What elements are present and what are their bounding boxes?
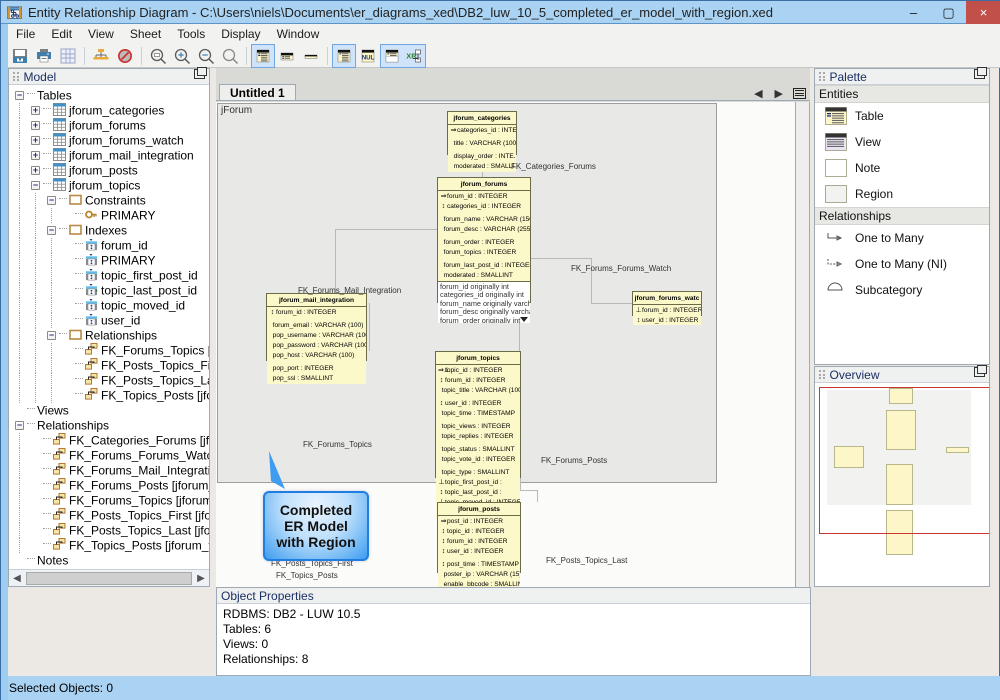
- svg-text:NUL: NUL: [362, 55, 375, 61]
